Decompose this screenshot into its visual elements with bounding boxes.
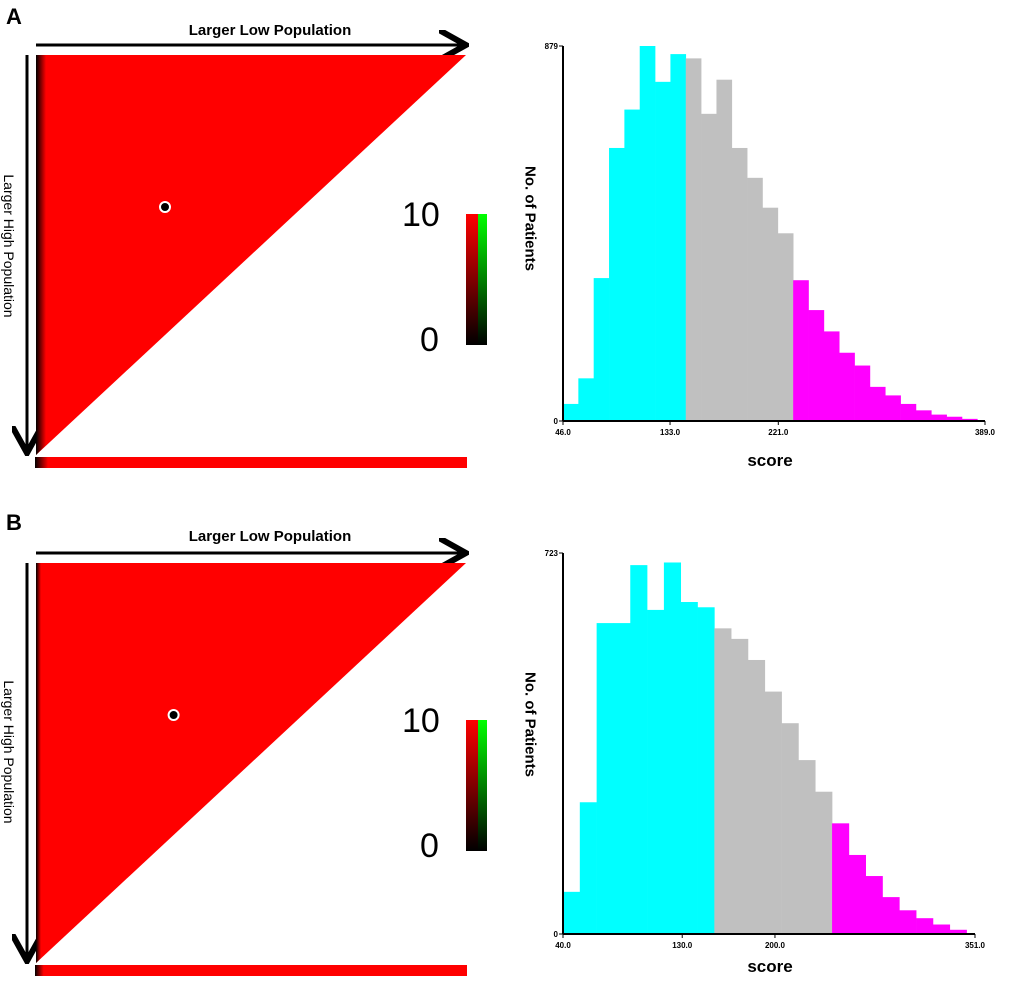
histogram-bar [596, 623, 614, 934]
histogram-bar [916, 918, 934, 934]
x-tick-label: 200.0 [765, 941, 786, 950]
histogram-bar [685, 58, 702, 422]
triangle-red-region [36, 563, 466, 963]
histogram-bar [647, 609, 665, 934]
histogram-bar [670, 54, 687, 421]
color-scale-red-band [466, 720, 478, 851]
histogram-bar [854, 365, 871, 421]
histogram-bar [563, 891, 581, 934]
histogram-bar [781, 723, 799, 934]
histogram-bar [900, 403, 917, 421]
color-scale-min: 0 [420, 321, 439, 359]
histogram-bar [808, 310, 825, 421]
y-tick-top-label: 879 [545, 42, 559, 51]
histogram-bar [579, 802, 597, 934]
histogram: 879 0 46.0 133.0 221.0 389.0 [545, 42, 996, 437]
histogram-bar [701, 113, 717, 421]
y-tick-zero-label: 0 [554, 417, 559, 426]
histogram-bar [823, 331, 840, 421]
histogram-bar [882, 897, 900, 934]
histogram-bar [593, 278, 610, 421]
histogram-bar [639, 46, 656, 421]
color-strip-bar [35, 965, 467, 976]
y-tick-zero-label: 0 [554, 930, 559, 939]
optimal-cutpoint-marker [159, 201, 171, 213]
histogram-bar [869, 386, 886, 421]
histogram-bar [764, 691, 782, 934]
x-tick-label: 130.0 [672, 941, 693, 950]
x-tick-label: 40.0 [555, 941, 571, 950]
histogram-bar [949, 929, 967, 934]
histogram-bar [961, 418, 978, 421]
x-tick-label: 389.0 [975, 428, 996, 437]
optimal-cutpoint-marker [167, 709, 180, 721]
histogram-bar [655, 81, 671, 421]
x-tick-label: 46.0 [555, 428, 571, 437]
histogram-bar [609, 147, 625, 421]
histogram-bar [915, 410, 932, 421]
histogram-bar [777, 233, 794, 421]
x-tick-label: 221.0 [768, 428, 789, 437]
color-scale-green-band [478, 720, 487, 851]
histogram-bar [899, 910, 917, 934]
triangle-red-region [36, 55, 466, 455]
panel-letter: B [6, 510, 22, 535]
color-scale-max: 10 [402, 196, 440, 234]
y-tick-top-label: 723 [545, 549, 559, 558]
histogram-bar [716, 79, 733, 422]
histogram-bar [798, 760, 816, 934]
histogram-bar [613, 623, 631, 934]
histogram-bar [680, 602, 698, 934]
histogram-bar [848, 854, 866, 934]
color-scale-min: 0 [420, 827, 439, 865]
histogram-bar [578, 378, 594, 421]
histogram-bar [697, 607, 715, 934]
panel-a: A Larger Low Population Larger High Popu… [0, 0, 1020, 497]
histogram-bar [932, 924, 951, 934]
triangle-dark-edge [36, 55, 46, 455]
histogram-bar [731, 638, 749, 934]
x-tick-label: 133.0 [660, 428, 681, 437]
panel-letter: A [6, 4, 22, 29]
histogram-bar [865, 876, 883, 934]
color-scale-legend [466, 214, 487, 345]
histogram-bar [714, 628, 732, 934]
histogram-bar [747, 659, 766, 934]
color-scale-legend [466, 720, 487, 851]
histogram-bar [747, 177, 763, 421]
color-scale-max: 10 [402, 702, 440, 740]
larger-low-population-label: Larger Low Population [188, 528, 352, 545]
histogram-bar [793, 280, 809, 421]
x-tick-label: 351.0 [965, 941, 986, 950]
panel-b: B Larger Low Population Larger High Popu… [0, 506, 1020, 1003]
histogram-bar [663, 562, 682, 934]
histogram-bar [624, 109, 641, 421]
histogram-bar [839, 352, 855, 421]
triangle-plot [0, 506, 470, 976]
histogram-bar [563, 403, 579, 421]
histogram-x-label: score [747, 957, 793, 976]
color-scale-red-band [466, 214, 478, 345]
color-scale-green-band [478, 214, 487, 345]
histogram-bar [931, 414, 947, 421]
histogram-bar [731, 147, 748, 421]
histogram: 723 0 40.0 130.0 200.0 351.0 [545, 549, 986, 950]
color-strip-bar [35, 457, 467, 468]
histogram-x-label: score [747, 451, 793, 470]
histogram-bar [885, 395, 901, 421]
triangle-dark-edge [36, 563, 41, 963]
histogram-bar [762, 207, 779, 421]
histogram-bar [630, 565, 648, 934]
histogram-bar [946, 416, 963, 421]
histogram-bar [832, 823, 850, 934]
larger-low-population-label: Larger Low Population [188, 22, 352, 39]
histogram-bar [815, 791, 833, 934]
triangle-plot [0, 0, 470, 468]
